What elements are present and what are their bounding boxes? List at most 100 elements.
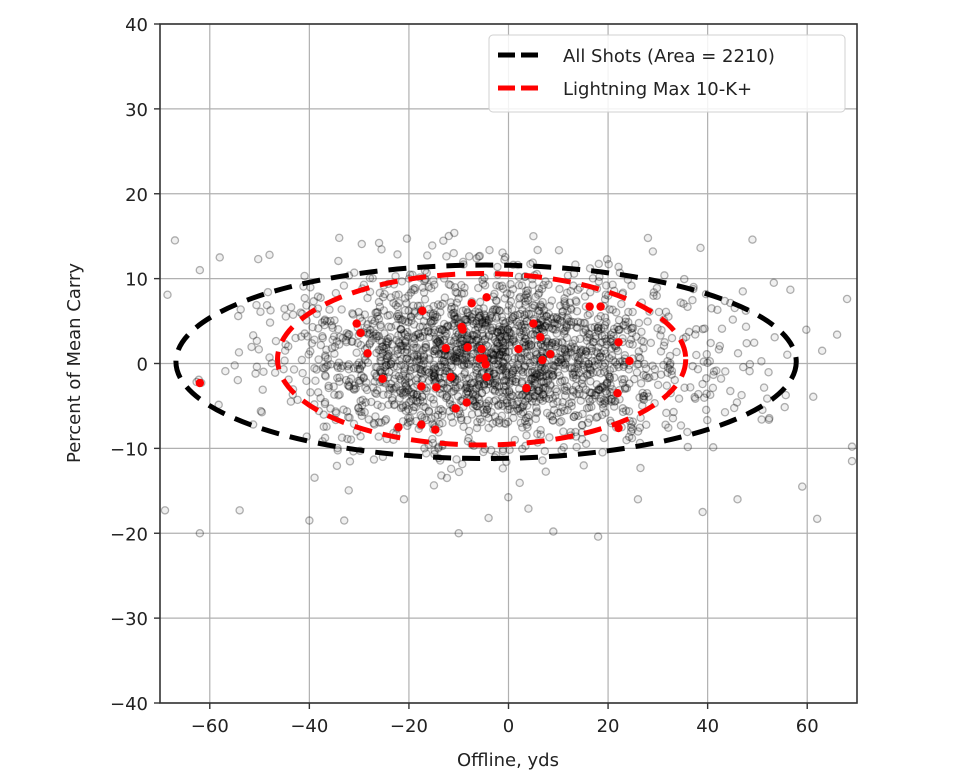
lightning-max-point [451, 404, 460, 413]
shot-point [601, 281, 611, 290]
shot-point [515, 292, 525, 302]
shot-point [551, 361, 560, 371]
shot-point [462, 380, 471, 389]
shot-point [424, 282, 433, 292]
shot-point [547, 338, 557, 348]
shot-point [409, 339, 419, 349]
shot-point [847, 442, 857, 451]
shot-point [369, 328, 378, 337]
shot-point [455, 380, 465, 390]
lightning-max-point [522, 383, 531, 393]
shot-point [607, 351, 617, 361]
shot-point [553, 357, 562, 367]
shot-point [431, 345, 440, 354]
shot-point [562, 382, 572, 391]
lightning-max-point [625, 356, 634, 366]
shot-point [454, 467, 464, 477]
shot-point [598, 352, 607, 362]
shot-point [474, 308, 484, 317]
shot-point [481, 311, 490, 321]
shot-point [459, 288, 469, 298]
shot-point [446, 305, 456, 314]
shot-point [534, 306, 544, 316]
shot-point [474, 394, 484, 404]
shot-point [628, 340, 637, 349]
shot-point [786, 285, 795, 295]
shot-point [416, 350, 425, 359]
shot-point [619, 362, 628, 372]
shot-point [417, 392, 427, 402]
shot-point [491, 344, 501, 354]
shot-point [548, 366, 557, 375]
shot-point [365, 338, 375, 348]
shot-point [702, 374, 711, 383]
shot-point [445, 399, 455, 409]
shot-point [444, 280, 454, 289]
shot-point [257, 407, 267, 417]
shot-point [530, 366, 540, 375]
shot-point [567, 363, 577, 373]
shot-point [457, 336, 467, 345]
shot-point [676, 421, 686, 430]
shot-point [367, 315, 376, 325]
shot-point [566, 304, 575, 313]
shot-point [321, 362, 331, 372]
shot-point [508, 366, 518, 376]
lightning-max-point [463, 343, 472, 352]
shot-point [600, 367, 609, 377]
shot-point [424, 332, 434, 342]
shot-point [502, 396, 512, 405]
shot-point [356, 396, 365, 406]
shot-point [640, 359, 649, 369]
shot-point [599, 395, 608, 405]
shot-point [729, 403, 739, 413]
shot-point [339, 281, 349, 290]
shot-point [635, 423, 645, 432]
shot-point [471, 384, 481, 394]
shot-point [403, 421, 412, 431]
shot-point [400, 294, 410, 303]
y-tick-label: 10 [125, 270, 148, 291]
shot-point [627, 433, 637, 443]
shot-point [587, 402, 596, 412]
shot-point [417, 369, 426, 378]
shot-point [404, 291, 413, 301]
shot-point [221, 366, 230, 376]
shot-point [481, 385, 491, 395]
shot-point [532, 403, 541, 412]
shot-point [494, 401, 503, 411]
shot-point [615, 357, 625, 366]
y-tick-label: 0 [137, 355, 148, 376]
shot-point [620, 384, 630, 394]
shot-point [665, 364, 675, 374]
shot-point [660, 271, 669, 280]
shot-point [430, 412, 440, 421]
shot-point [463, 387, 472, 396]
shot-point [320, 316, 329, 326]
shot-point [338, 333, 348, 343]
shot-point [534, 386, 544, 396]
shot-point [501, 376, 511, 385]
shot-point [637, 336, 646, 345]
shot-point [429, 372, 439, 381]
shot-point [355, 364, 365, 373]
shot-point [512, 377, 521, 387]
shot-point [369, 455, 379, 464]
shot-point [780, 402, 789, 412]
shot-point [484, 316, 493, 325]
shot-point [420, 367, 430, 376]
shot-point [318, 363, 328, 373]
shot-point [536, 364, 546, 374]
shot-point [660, 338, 669, 347]
shot-point [335, 332, 344, 342]
shot-point [344, 360, 354, 369]
shot-point [410, 285, 419, 295]
shot-point [357, 371, 366, 380]
shot-point [457, 289, 466, 298]
shot-point [355, 365, 365, 374]
x-axis-label: Offline, yds [457, 750, 559, 771]
shot-point [769, 278, 779, 288]
shot-point [522, 401, 532, 410]
shot-point [493, 344, 502, 353]
